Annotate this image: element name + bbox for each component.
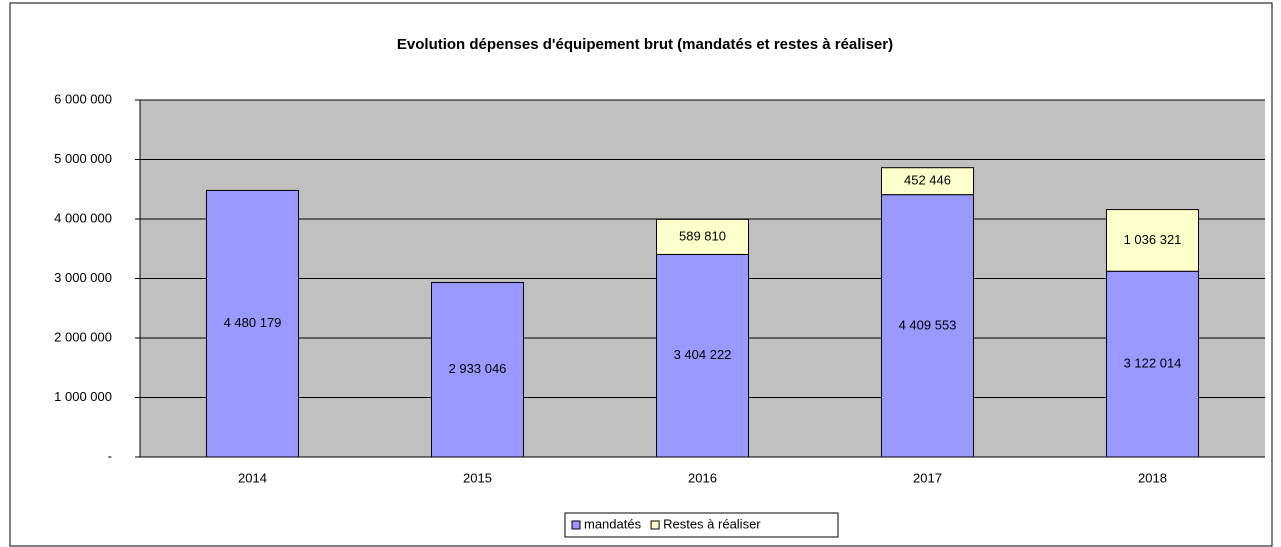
data-label: 452 446 [904,173,951,188]
y-tick-label: 1 000 000 [54,389,112,404]
data-label: 589 810 [679,228,726,243]
data-label: 3 122 014 [1124,356,1182,371]
bar-segment [881,194,974,458]
x-tick-label: 2016 [688,470,717,485]
y-tick-label: 6 000 000 [54,91,112,106]
bar-segment [656,218,749,255]
data-label: 4 480 179 [224,315,282,330]
y-tick-label: 4 000 000 [54,210,112,225]
legend [564,512,839,538]
y-tick-label: - [108,448,112,463]
y-tick-label: 2 000 000 [54,329,112,344]
chart-title: Evolution dépenses d'équipement brut (ma… [397,36,893,53]
bar-segment [1106,270,1199,458]
x-tick-label: 2017 [913,470,942,485]
bar-segment [1106,209,1199,272]
bar-segment [206,189,299,458]
data-label: 4 409 553 [899,317,957,332]
legend-label: Restes à réaliser [663,516,761,531]
y-tick-label: 5 000 000 [54,151,112,166]
data-label: 3 404 222 [674,347,732,362]
legend-label: mandatés [584,516,642,531]
bar-segment [431,281,524,458]
y-tick-label: 3 000 000 [54,270,112,285]
x-tick-label: 2014 [238,470,267,485]
x-tick-label: 2018 [1138,470,1167,485]
legend-swatch [650,520,660,530]
x-tick-label: 2015 [463,470,492,485]
bar-segment [881,167,974,196]
data-label: 2 933 046 [449,361,507,376]
legend-swatch [571,520,581,530]
data-label: 1 036 321 [1124,232,1182,247]
bar-segment [656,253,749,458]
